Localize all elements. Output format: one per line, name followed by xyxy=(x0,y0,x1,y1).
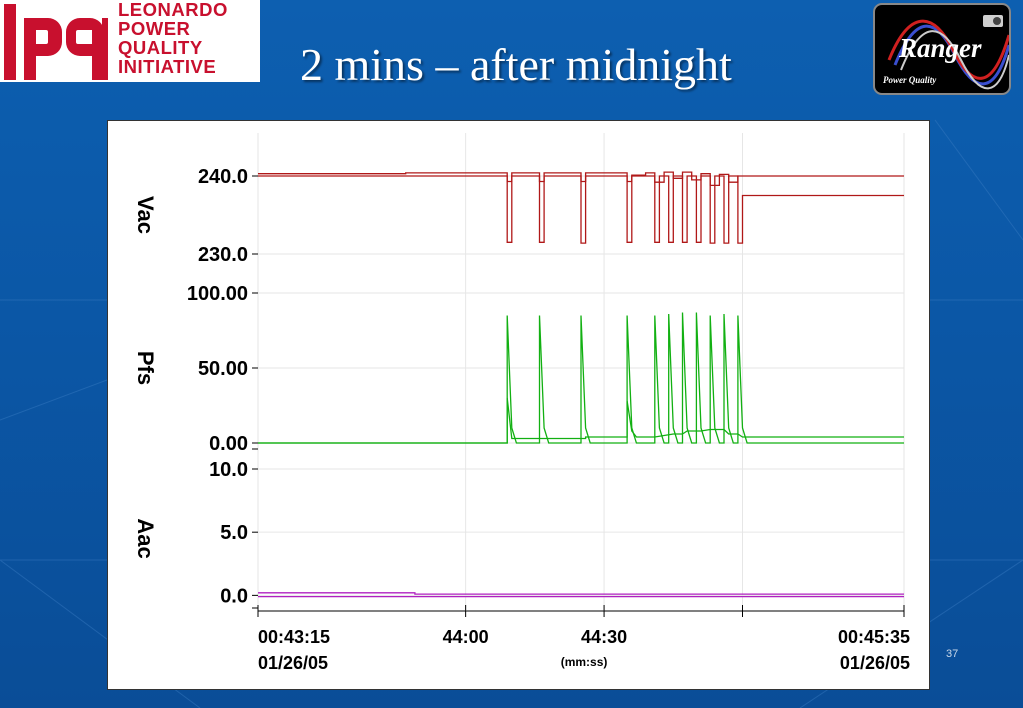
ranger-logo: Ranger Power Quality xyxy=(873,3,1011,95)
x-start-label: 00:43:15 xyxy=(258,627,330,647)
x-end-label: 00:45:35 xyxy=(838,627,910,647)
logo-line-1: LEONARDO xyxy=(118,0,228,20)
lpqi-logo-mark xyxy=(4,4,108,80)
vac-y-tick-label: 240.0 xyxy=(198,166,248,188)
x-tick-label: 44:00 xyxy=(443,627,489,647)
x-start-date: 01/26/05 xyxy=(258,653,328,673)
logo-line-4: INITIATIVE xyxy=(118,56,217,77)
vac-series-line xyxy=(258,171,904,187)
vac-y-axis-label: Vac xyxy=(133,196,158,234)
vac-series-line xyxy=(258,175,904,244)
slide-title: 2 mins – after midnight xyxy=(300,39,732,90)
aac-y-tick-label: 10.0 xyxy=(209,459,248,481)
pfs-series-line xyxy=(258,397,904,444)
logo-line-3: QUALITY xyxy=(118,37,203,58)
aac-y-axis-label: Aac xyxy=(133,518,158,558)
chart-panel: 240.0 230.0 Vac 100.00 50.00 0.00 Pfs 10.0 5.0 0.… xyxy=(107,120,930,690)
page-number: 37 xyxy=(946,648,959,660)
ranger-logo-tagline: Power Quality xyxy=(883,75,937,85)
vac-y-tick-label: 230.0 xyxy=(198,244,248,266)
ranger-logo-waves xyxy=(887,15,1009,90)
logo-line-2: POWER xyxy=(118,18,191,39)
lpqi-logo: LEONARDO POWER QUALITY INITIATIVE xyxy=(0,0,260,82)
pfs-y-tick-label: 100.00 xyxy=(187,283,248,305)
pfs-series-line xyxy=(258,312,904,444)
aac-y-tick-label: 0.0 xyxy=(220,585,248,607)
x-tick-label: 44:30 xyxy=(581,627,627,647)
x-unit-label: (mm:ss) xyxy=(561,655,608,669)
aac-y-tick-label: 5.0 xyxy=(220,522,248,544)
pfs-y-tick-label: 50.00 xyxy=(198,358,248,380)
ranger-logo-name: Ranger xyxy=(899,33,982,63)
chart-svg: 240.0 230.0 Vac 100.00 50.00 0.00 Pfs 10.0 5.0 0.… xyxy=(133,133,910,673)
pfs-y-tick-label: 0.00 xyxy=(209,433,248,455)
x-end-date: 01/26/05 xyxy=(840,653,910,673)
aac-series-line xyxy=(258,592,904,595)
pfs-y-axis-label: Pfs xyxy=(133,351,158,385)
